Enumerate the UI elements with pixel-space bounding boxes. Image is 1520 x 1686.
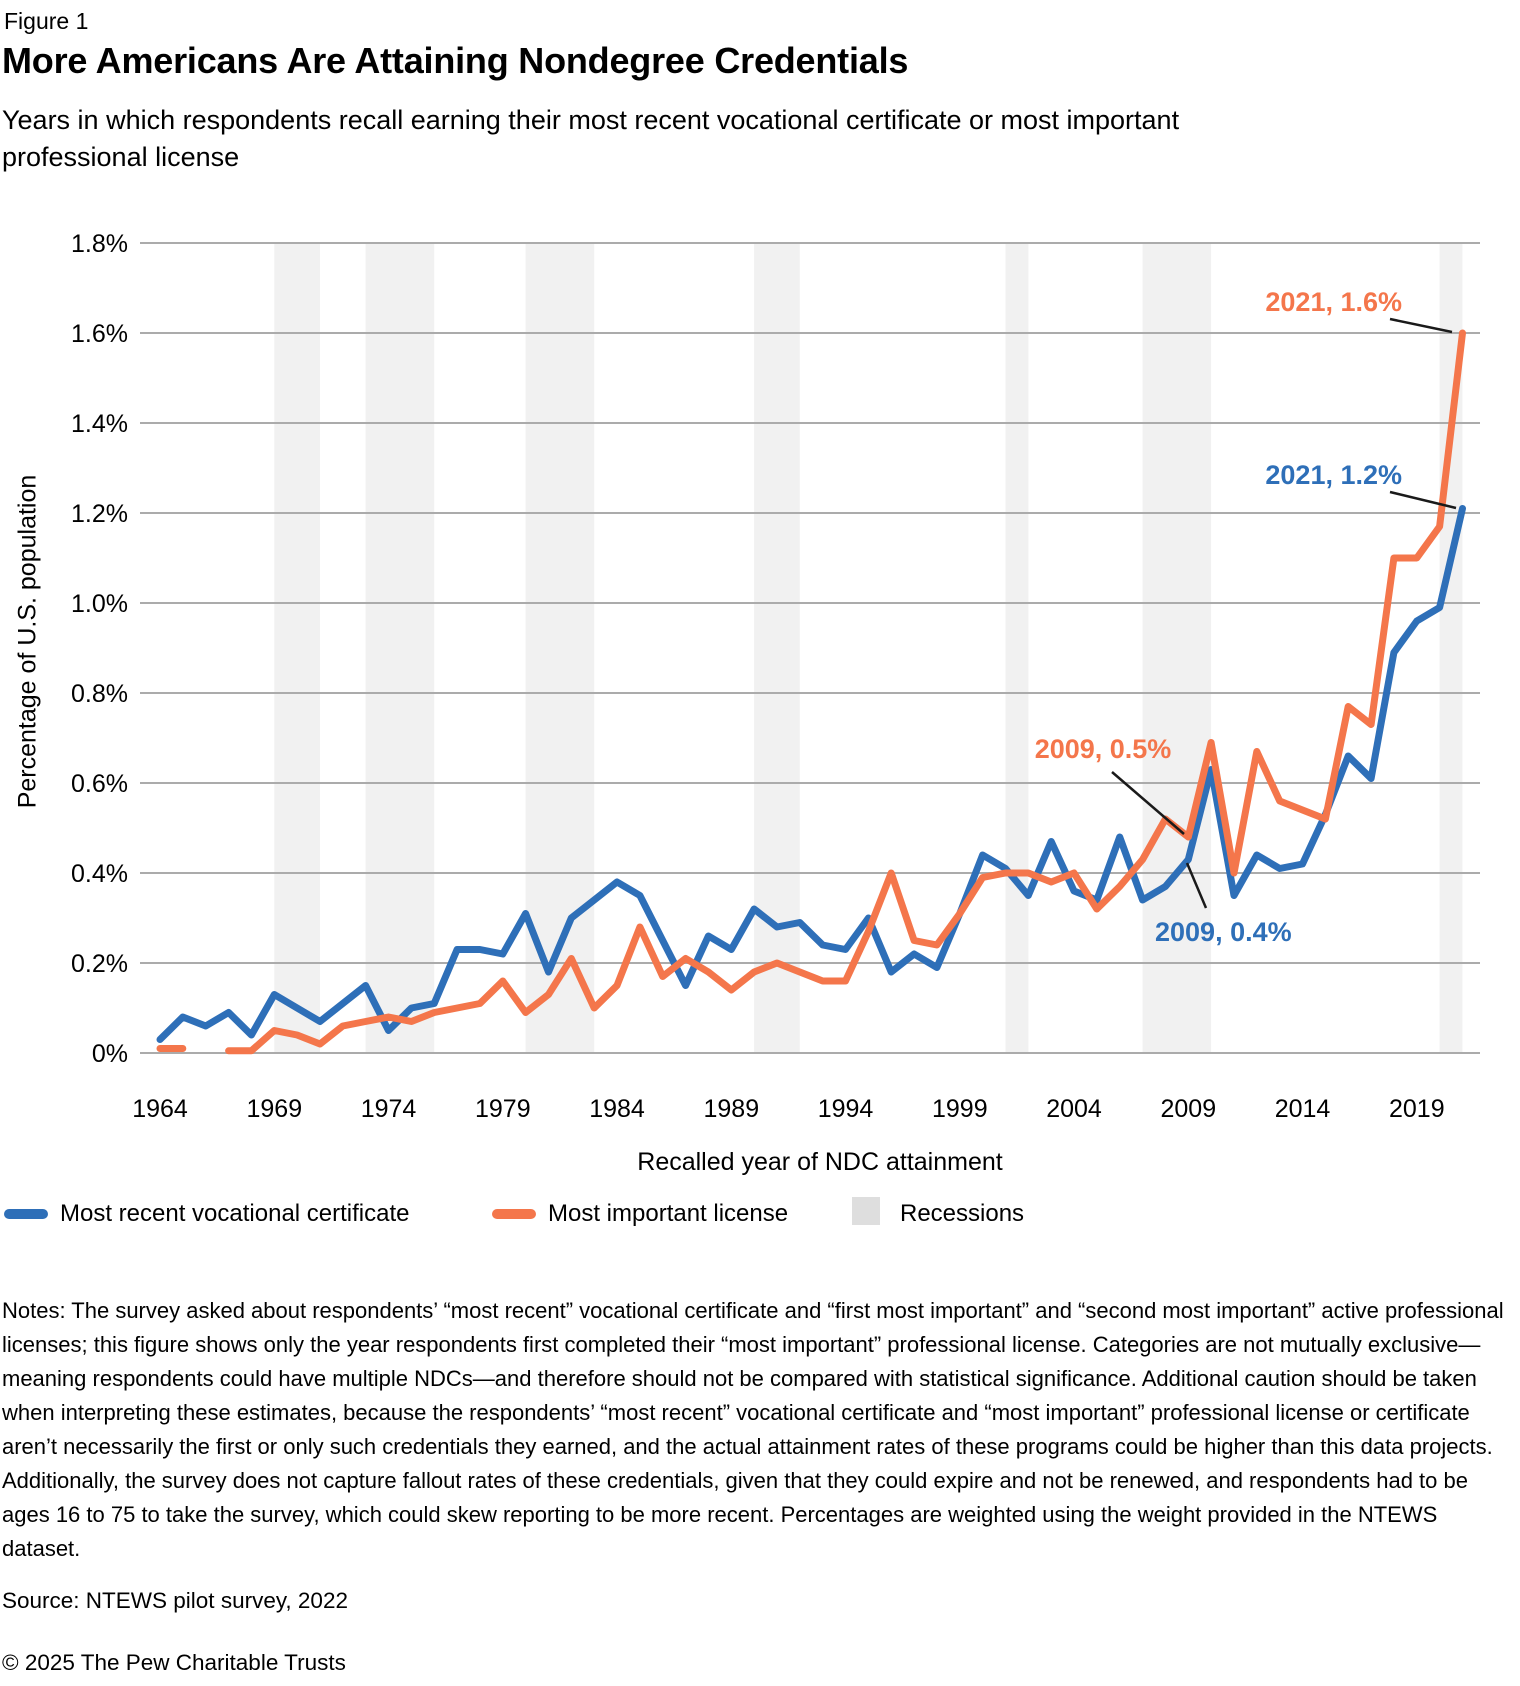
y-tick-label: 0.8% xyxy=(71,680,128,708)
y-tick-label: 1.0% xyxy=(71,590,128,618)
series-line-license xyxy=(156,329,1466,1055)
recession-band xyxy=(365,243,435,1053)
recession-band xyxy=(754,243,800,1053)
y-tick-label: 0.4% xyxy=(71,860,128,888)
recession-box-swatch xyxy=(852,1197,880,1225)
x-tick-label: 1974 xyxy=(361,1095,417,1123)
subtitle: Years in which respondents recall earnin… xyxy=(2,105,1180,172)
recession-band xyxy=(1005,243,1029,1053)
copyright-line: © 2025 The Pew Charitable Trusts xyxy=(2,1650,346,1675)
page-title: More Americans Are Attaining Nondegree C… xyxy=(2,40,909,81)
x-tick-label: 2004 xyxy=(1046,1095,1102,1123)
annotation-leader-certificate-2009 xyxy=(1185,862,1208,909)
x-tick-label: 1994 xyxy=(818,1095,874,1123)
annotation-leader-certificate-2021 xyxy=(1389,490,1457,510)
y-tick-label: 0.6% xyxy=(71,770,128,798)
x-tick-label: 1969 xyxy=(246,1095,302,1123)
recession-band xyxy=(1142,243,1212,1053)
certificate-line-swatch xyxy=(4,1209,48,1219)
series-line-certificate xyxy=(156,505,1466,1043)
x-tick-label: 2009 xyxy=(1160,1095,1216,1123)
annotation-label-license-2009: 2009, 0.5% xyxy=(1035,734,1172,764)
figure-label: Figure 1 xyxy=(4,8,89,34)
y-tick-label: 0% xyxy=(92,1040,128,1068)
recession-band xyxy=(525,243,595,1053)
y-tick-label: 0.2% xyxy=(71,950,128,978)
x-tick-label: 2014 xyxy=(1275,1095,1331,1123)
legend: Most recent vocational certificate Most … xyxy=(0,1196,1520,1236)
annotation-leader-license-2009 xyxy=(1111,771,1185,835)
y-tick-label: 1.8% xyxy=(71,230,128,258)
x-tick-label: 1999 xyxy=(932,1095,988,1123)
legend-label-license: Most important license xyxy=(548,1200,789,1227)
legend-label-recessions: Recessions xyxy=(900,1200,1025,1227)
legend-item-license: Most important license xyxy=(492,1196,848,1232)
annotation-leader-license-2021 xyxy=(1389,317,1453,334)
chart-canvas: 0% 0.2% 0.4% 0.6% 0.8% 1.0% 1.2% 1.4% 1.6% 1.8% 19… xyxy=(71,230,1480,1123)
y-tick-label: 1.4% xyxy=(71,410,128,438)
x-tick-label: 1989 xyxy=(703,1095,759,1123)
legend-label-certificate: Most recent vocational certificate xyxy=(60,1200,410,1227)
x-tick-label: 1979 xyxy=(475,1095,531,1123)
notes: Notes: The survey asked about respondent… xyxy=(2,1298,1504,1561)
license-line-swatch xyxy=(492,1209,536,1219)
x-tick-label: 2019 xyxy=(1389,1095,1445,1123)
annotation-label-certificate-2021: 2021, 1.2% xyxy=(1265,460,1402,490)
annotation-label-certificate-2009: 2009, 0.4% xyxy=(1155,917,1292,947)
x-axis-title: Recalled year of NDC attainment xyxy=(637,1148,1003,1176)
annotation-label-license-2021: 2021, 1.6% xyxy=(1265,287,1402,317)
legend-item-certificate: Most recent vocational certificate xyxy=(4,1196,488,1232)
legend-item-recessions: Recessions xyxy=(852,1196,1152,1232)
x-tick-label: 1984 xyxy=(589,1095,645,1123)
recession-band xyxy=(1439,243,1463,1053)
y-axis-title: Percentage of U.S. population xyxy=(13,474,42,809)
x-tick-label: 1964 xyxy=(132,1095,188,1123)
source-line: Source: NTEWS pilot survey, 2022 xyxy=(2,1588,348,1613)
y-tick-label: 1.2% xyxy=(71,500,128,528)
y-tick-label: 1.6% xyxy=(71,320,128,348)
recession-band xyxy=(274,243,320,1053)
